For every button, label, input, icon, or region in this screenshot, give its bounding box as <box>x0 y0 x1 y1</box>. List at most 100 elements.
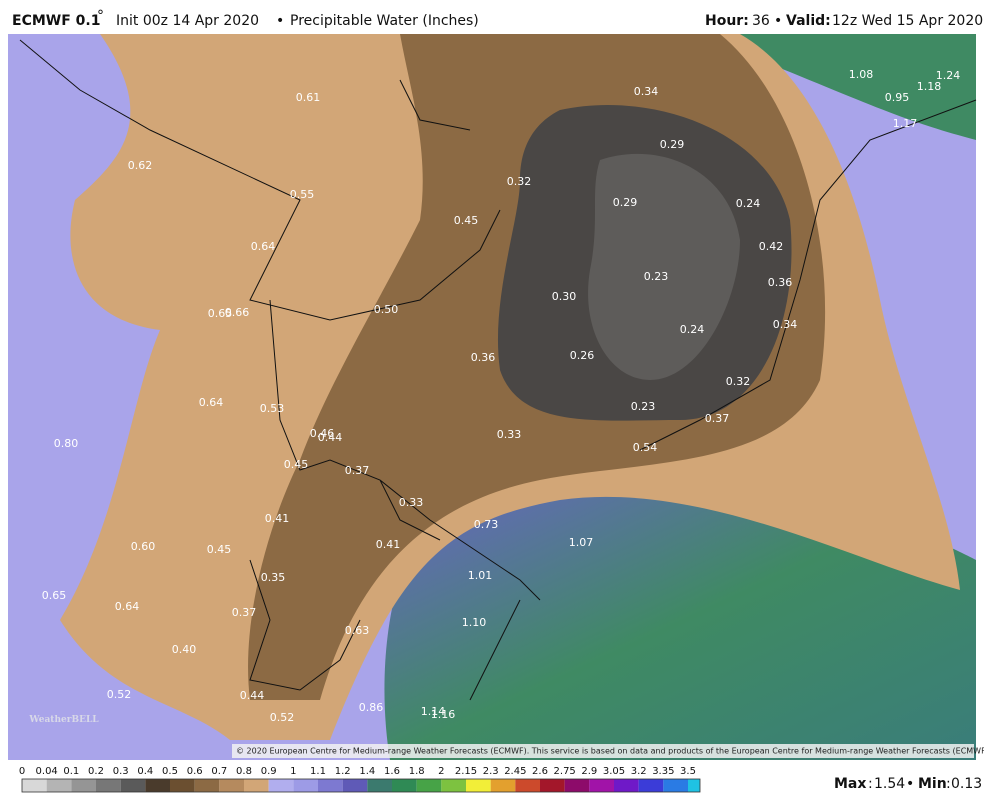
map-label: 0.41 <box>265 512 290 525</box>
map-label: 0.52 <box>107 688 132 701</box>
color-swatch <box>564 779 590 792</box>
min-colon: : <box>946 776 951 792</box>
map-label: 0.34 <box>773 318 798 331</box>
map-label: 1.10 <box>462 616 487 629</box>
tick-label: 1.2 <box>335 766 351 777</box>
map-label: 0.44 <box>240 689 265 702</box>
map-label: 0.64 <box>115 600 140 613</box>
separator: • <box>774 13 782 29</box>
tick-label: 1.8 <box>409 766 425 777</box>
color-swatch <box>145 779 170 792</box>
map-label: 0.44 <box>318 431 343 444</box>
tick-label: 0.9 <box>261 766 277 777</box>
map-label: 1.01 <box>468 569 493 582</box>
map-label: 0.52 <box>270 711 295 724</box>
tick-label: 0 <box>19 766 25 777</box>
tick-label: 0.6 <box>187 766 203 777</box>
map-label: 0.95 <box>885 91 910 104</box>
map-label: 0.65 <box>208 307 233 320</box>
color-swatch <box>293 779 318 792</box>
map-label: 0.42 <box>759 240 784 253</box>
map-label: 0.33 <box>497 428 522 441</box>
tick-label: 3.05 <box>603 766 625 777</box>
color-swatch <box>589 779 614 792</box>
valid: 12z Wed 15 Apr 2020 <box>832 13 983 29</box>
map-label: 0.64 <box>251 240 276 253</box>
map-label: 0.54 <box>633 441 658 454</box>
map-label: 0.60 <box>131 540 156 553</box>
color-swatch <box>342 779 368 792</box>
color-swatch <box>46 779 72 792</box>
tick-label: 2.9 <box>581 766 597 777</box>
color-swatch <box>96 779 121 792</box>
map-label: 0.32 <box>726 375 751 388</box>
color-swatch <box>194 779 220 792</box>
map-label: 0.41 <box>376 538 401 551</box>
copyright-box <box>232 744 974 758</box>
map-label: 0.86 <box>359 701 384 714</box>
map-label: 0.29 <box>660 138 685 151</box>
map-label: 0.23 <box>631 400 656 413</box>
map-label: 0.65 <box>42 589 67 602</box>
color-swatch <box>170 779 195 792</box>
map-label: 1.07 <box>569 536 594 549</box>
tick-label: 2.15 <box>455 766 477 777</box>
color-swatch <box>663 779 688 792</box>
map-label: 0.37 <box>345 464 370 477</box>
tick-label: 0.5 <box>162 766 178 777</box>
map-label: 0.46 <box>310 427 335 440</box>
map-label: 0.37 <box>705 412 730 425</box>
tick-label: 0.4 <box>137 766 153 777</box>
hour: 36 <box>752 13 770 29</box>
color-swatch <box>244 779 269 792</box>
map-label: 0.26 <box>570 349 595 362</box>
tick-label: 2.6 <box>532 766 548 777</box>
color-swatch <box>540 779 565 792</box>
tick-label: 1.1 <box>310 766 326 777</box>
colorbar: 0 0.04 0.1 0.2 0.3 0.4 0.5 0.6 0.7 0.8 0.9 1 1.1 1.2 1… <box>19 766 701 793</box>
separator: • <box>906 776 914 792</box>
color-swatch <box>416 779 442 792</box>
tick-label: 0.04 <box>36 766 58 777</box>
color-swatch <box>318 779 343 792</box>
tick-label: 0.2 <box>88 766 104 777</box>
map-label: 0.45 <box>454 214 479 227</box>
map-label: 0.32 <box>507 175 532 188</box>
tick-label: 0.3 <box>113 766 129 777</box>
map-label: 0.37 <box>232 606 257 619</box>
logo: WeatherBELL <box>28 715 99 725</box>
separator: • <box>276 13 284 29</box>
color-swatch <box>22 779 47 792</box>
tick-label: 2.45 <box>504 766 526 777</box>
color-swatch <box>441 779 466 792</box>
tick-label: 3.5 <box>680 766 696 777</box>
tick-label: 1.6 <box>384 766 400 777</box>
map-label: 0.45 <box>284 458 309 471</box>
map-label: 1.08 <box>849 68 874 81</box>
colorbar-frame <box>21 778 701 793</box>
color-swatch <box>490 779 516 792</box>
tick-label: 0.7 <box>211 766 227 777</box>
driest-core <box>588 153 740 380</box>
color-swatch <box>614 779 639 792</box>
max: 1.54 <box>874 776 905 792</box>
map-label: 0.24 <box>736 197 761 210</box>
map-label: 0.64 <box>199 396 224 409</box>
stats: Max : 1.54 • Min : 0.13 <box>834 776 982 792</box>
map-label: 0.36 <box>768 276 793 289</box>
color-swatch <box>71 779 96 792</box>
copyright: © 2020 European Centre for Medium-range … <box>236 747 984 756</box>
map-label: 0.30 <box>552 290 577 303</box>
map-label: 1.14 <box>421 705 446 718</box>
map-label: 0.80 <box>54 437 79 450</box>
tick-label: 2.75 <box>554 766 576 777</box>
tick-label: 3.35 <box>652 766 674 777</box>
map-label: 0.50 <box>374 303 399 316</box>
max-colon: : <box>868 776 873 792</box>
map-label: 0.34 <box>634 85 659 98</box>
map-label: 0.23 <box>644 270 669 283</box>
map-label: 0.33 <box>399 496 424 509</box>
tick-label: 1 <box>290 766 296 777</box>
map-label: 0.53 <box>260 402 285 415</box>
min: 0.13 <box>951 776 982 792</box>
